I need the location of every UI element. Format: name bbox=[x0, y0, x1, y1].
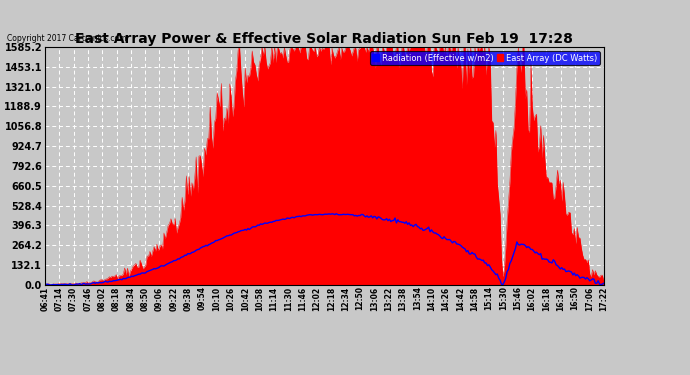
Legend: Radiation (Effective w/m2), East Array (DC Watts): Radiation (Effective w/m2), East Array (… bbox=[370, 51, 600, 65]
Title: East Array Power & Effective Solar Radiation Sun Feb 19  17:28: East Array Power & Effective Solar Radia… bbox=[75, 32, 573, 46]
Text: Copyright 2017 Cartronics.com: Copyright 2017 Cartronics.com bbox=[7, 34, 126, 43]
